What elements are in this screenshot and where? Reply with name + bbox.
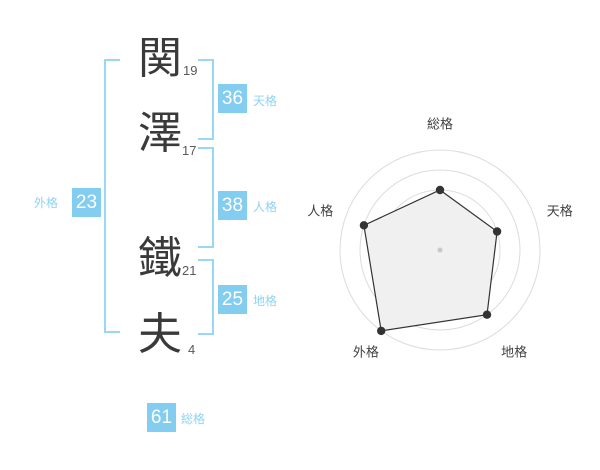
name-char-3: 鐵 <box>138 234 182 283</box>
name-char-2: 澤 <box>138 109 182 158</box>
stroke-count-1: 19 <box>183 63 198 78</box>
soukaku-value-chip: 61 <box>147 403 176 432</box>
soukaku-label: 総格 <box>181 412 206 426</box>
name-char-1: 関 <box>138 34 182 83</box>
gaikaku-value-chip: 23 <box>72 188 101 217</box>
chikaku-label: 地格 <box>253 294 278 308</box>
jinkaku-value-chip: 38 <box>218 191 247 220</box>
tenkaku-label: 天格 <box>253 94 278 108</box>
radar-grid-ring <box>359 169 521 331</box>
stroke-count-2: 17 <box>182 143 197 158</box>
radar-point <box>435 185 445 195</box>
radar-point <box>377 326 386 336</box>
gaikaku-bracket <box>104 59 120 333</box>
jinkaku-bracket <box>198 147 214 248</box>
chikaku-bracket <box>198 259 214 335</box>
radar-point <box>482 310 492 319</box>
tenkaku-bracket <box>198 59 214 140</box>
tenkaku-value-chip: 36 <box>218 84 247 113</box>
radar-grid-ring <box>339 149 541 351</box>
radar-point <box>492 227 502 236</box>
gaikaku-label: 外格 <box>34 196 59 210</box>
stroke-count-4: 4 <box>188 342 196 357</box>
radar-chart: 総格天格地格 外格 人格 <box>290 100 590 400</box>
radar-axis-label: 天格 <box>547 204 573 219</box>
radar-axis-label: 総格 <box>427 117 453 132</box>
stroke-count-3: 21 <box>182 263 197 278</box>
name-char-4: 夫 <box>138 310 182 359</box>
chikaku-value-chip: 25 <box>218 285 247 314</box>
radar-polygon <box>363 189 498 332</box>
radar-point <box>359 221 369 230</box>
radar-center-dot <box>437 247 443 253</box>
radar-axis-label: 外格 <box>353 344 379 359</box>
jinkaku-label: 人格 <box>253 200 278 214</box>
radar-axis-label: 人格 <box>307 204 333 219</box>
radar-axis-label: 地格 <box>501 344 527 359</box>
